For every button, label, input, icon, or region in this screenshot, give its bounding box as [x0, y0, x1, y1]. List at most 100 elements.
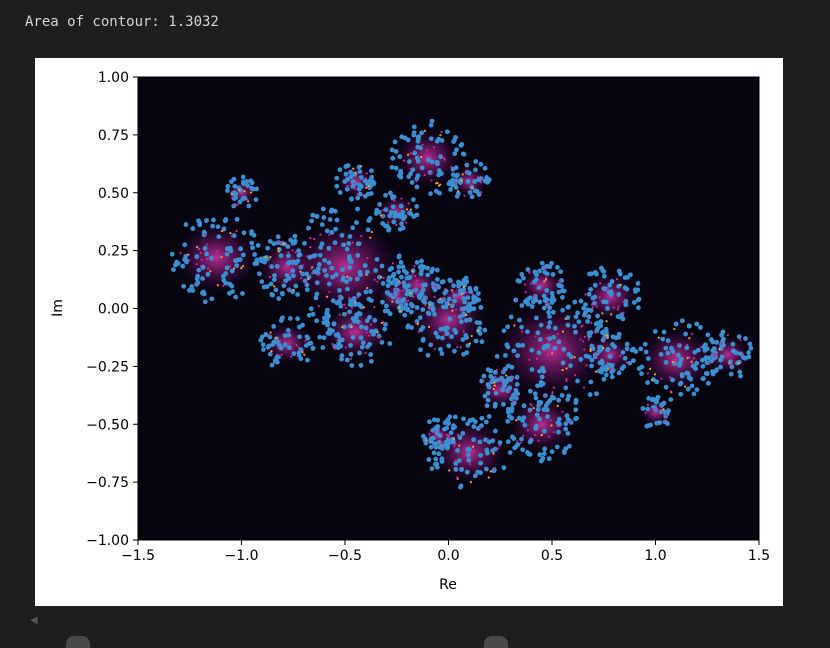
data-point: [180, 263, 186, 269]
data-point: [492, 401, 498, 407]
glow-point: [399, 309, 402, 313]
glow-point: [222, 284, 225, 287]
glow-point: [564, 317, 567, 320]
data-point: [417, 315, 423, 320]
data-point: [290, 268, 296, 274]
data-point: [368, 191, 374, 196]
glow-point: [583, 335, 586, 338]
data-point: [541, 451, 547, 456]
data-point: [675, 352, 681, 358]
horizontal-scrollbar[interactable]: [0, 612, 830, 642]
data-point: [565, 431, 571, 436]
data-point: [271, 323, 277, 329]
data-point: [508, 314, 514, 320]
scrollbar-thumb[interactable]: [484, 636, 508, 648]
data-point: [700, 363, 706, 369]
glow-point: [411, 273, 414, 276]
data-point: [359, 344, 365, 350]
glow-point: [417, 330, 420, 333]
data-point: [339, 337, 345, 343]
data-point: [362, 263, 368, 268]
glow-point: [477, 329, 480, 332]
data-point: [266, 343, 272, 349]
data-point: [314, 213, 320, 219]
data-point: [464, 162, 470, 168]
data-point: [546, 309, 552, 315]
glow-point: [456, 433, 459, 436]
glow-point: [278, 240, 281, 243]
data-point: [337, 167, 343, 173]
glow-point: [398, 306, 401, 309]
glow-point: [305, 255, 309, 258]
glow-point: [235, 203, 239, 206]
data-point: [240, 196, 246, 202]
glow-point: [458, 444, 461, 447]
data-point: [482, 165, 488, 171]
glow-point: [579, 338, 582, 341]
data-point: [621, 364, 627, 369]
data-point: [304, 287, 310, 293]
glow-point: [344, 346, 348, 349]
data-point: [240, 174, 246, 180]
data-point: [308, 306, 314, 312]
glow-point: [362, 194, 365, 197]
data-point: [367, 314, 372, 320]
data-point: [663, 345, 669, 351]
x-tick-label: −1.0: [225, 548, 259, 564]
glow-point: [519, 441, 522, 445]
data-point: [684, 345, 690, 351]
glow-point: [317, 305, 320, 308]
scroll-left-arrow-icon[interactable]: ◀: [30, 615, 38, 626]
glow-point: [414, 292, 418, 295]
data-point: [454, 173, 459, 179]
glow-point: [445, 433, 448, 436]
glow-point: [454, 308, 458, 311]
glow-point: [365, 172, 368, 175]
data-point: [377, 274, 382, 280]
glow-point: [343, 303, 346, 306]
data-point: [466, 457, 472, 463]
data-point: [454, 147, 459, 153]
glow-point: [428, 307, 432, 310]
data-point: [469, 194, 475, 200]
y-tick-label: −0.50: [86, 417, 129, 433]
glow-point: [428, 433, 431, 436]
data-point: [204, 218, 209, 223]
data-point: [694, 360, 700, 366]
data-point: [286, 332, 292, 338]
data-point: [605, 347, 611, 353]
data-point: [368, 289, 373, 294]
data-point: [273, 287, 279, 293]
data-point: [181, 283, 187, 289]
data-point: [609, 278, 615, 284]
data-point: [730, 341, 736, 347]
data-point: [465, 343, 471, 348]
data-point: [434, 159, 440, 165]
scrollbar-thumb[interactable]: [66, 636, 90, 648]
glow-point: [448, 434, 451, 438]
data-point: [559, 295, 565, 300]
data-point: [231, 233, 237, 239]
data-point: [326, 245, 332, 251]
glow-point: [504, 374, 508, 377]
glow-point: [625, 361, 628, 364]
glow-point: [616, 308, 620, 311]
data-point: [485, 390, 491, 396]
data-point: [434, 461, 440, 467]
data-point: [513, 297, 519, 303]
data-point: [288, 237, 294, 243]
data-point: [563, 385, 569, 391]
data-point: [402, 214, 408, 220]
data-point: [684, 370, 690, 376]
cluster-glow: [289, 219, 401, 315]
glow-point: [309, 246, 312, 249]
data-point: [566, 443, 572, 449]
glow-point: [607, 367, 610, 370]
data-point: [691, 391, 697, 397]
data-point: [403, 302, 409, 308]
data-point: [453, 135, 458, 140]
data-point: [485, 397, 491, 403]
data-point: [706, 355, 712, 361]
data-point: [529, 347, 535, 353]
glow-point: [274, 336, 278, 339]
